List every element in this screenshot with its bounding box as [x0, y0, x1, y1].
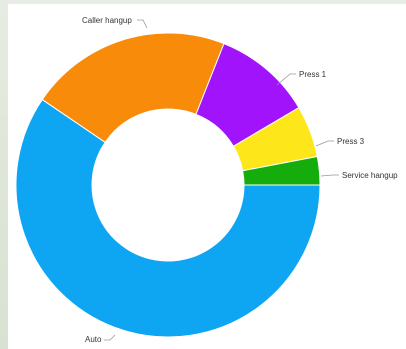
- label-connector-service-hangup: [320, 174, 339, 177]
- label-connector-auto: [104, 334, 116, 341]
- label-connector-press-1: [276, 73, 296, 86]
- label-connector-caller-hangup: [137, 19, 148, 29]
- label-connector-press-3: [315, 140, 334, 147]
- slice-label-service-hangup: Service hangup: [342, 171, 398, 180]
- slice-caller-hangup[interactable]: [41, 32, 225, 143]
- slice-service-hangup[interactable]: [242, 155, 321, 186]
- slice-label-caller-hangup: Caller hangup: [82, 16, 132, 25]
- slice-label-press-3: Press 3: [337, 137, 365, 146]
- slice-label-auto: Auto: [85, 335, 102, 344]
- slice-label-press-1: Press 1: [299, 70, 327, 79]
- background-strip-left: [0, 0, 8, 349]
- background-strip-top: [8, 0, 406, 4]
- slice-auto[interactable]: [15, 98, 321, 338]
